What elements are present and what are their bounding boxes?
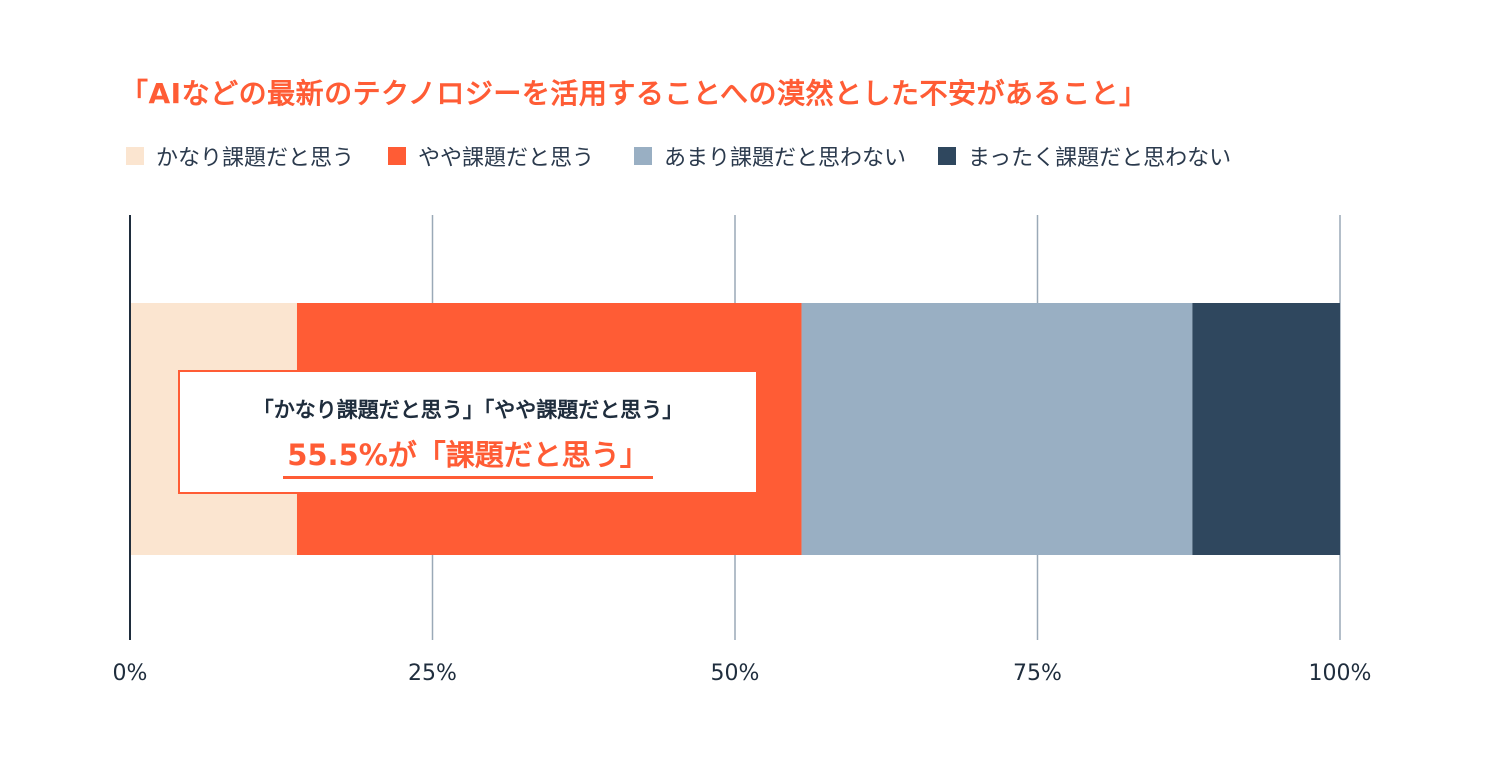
legend-item-somewhat-concerned: やや課題だと思う [388,140,594,172]
legend-item-very-concerned: かなり課題だと思う [126,140,354,172]
x-tick-label-50: 50% [711,661,760,686]
chart-title: 「AIなどの最新のテクノロジーを活用することへの漠然とした不安があること」 [120,77,1148,110]
summary-callout: 「かなり課題だと思う」「やや課題だと思う」 55.5%が「課題だと思う」 [178,370,758,494]
x-tick-label-100: 100% [1309,661,1372,686]
legend-item-not-concerned: まったく課題だと思わない [938,140,1231,172]
x-tick-label-75: 75% [1013,661,1062,686]
chart-legend: かなり課題だと思う やや課題だと思う あまり課題だと思わない まったく課題だと思… [126,140,1231,172]
bar-segment-not-concerned [1192,303,1340,555]
legend-swatch-very-concerned [126,147,144,165]
legend-label-somewhat-concerned: やや課題だと思う [418,146,595,171]
x-tick-label-25: 25% [408,661,457,686]
legend-item-not-very-concerned: あまり課題だと思わない [634,140,906,172]
x-tick-label-0: 0% [113,661,148,686]
callout-categories-text: 「かなり課題だと思う」「やや課題だと思う」 [252,398,684,422]
legend-label-very-concerned: かなり課題だと思う [156,146,355,171]
callout-summary-text: 55.5%が「課題だと思う」 [283,432,653,479]
legend-swatch-somewhat-concerned [388,147,407,165]
legend-label-not-concerned: まったく課題だと思わない [968,146,1232,171]
bar-segment-not-very-concerned [801,303,1193,555]
legend-label-not-very-concerned: あまり課題だと思わない [664,146,907,171]
legend-swatch-not-very-concerned [634,147,653,165]
legend-swatch-not-concerned [938,147,957,165]
